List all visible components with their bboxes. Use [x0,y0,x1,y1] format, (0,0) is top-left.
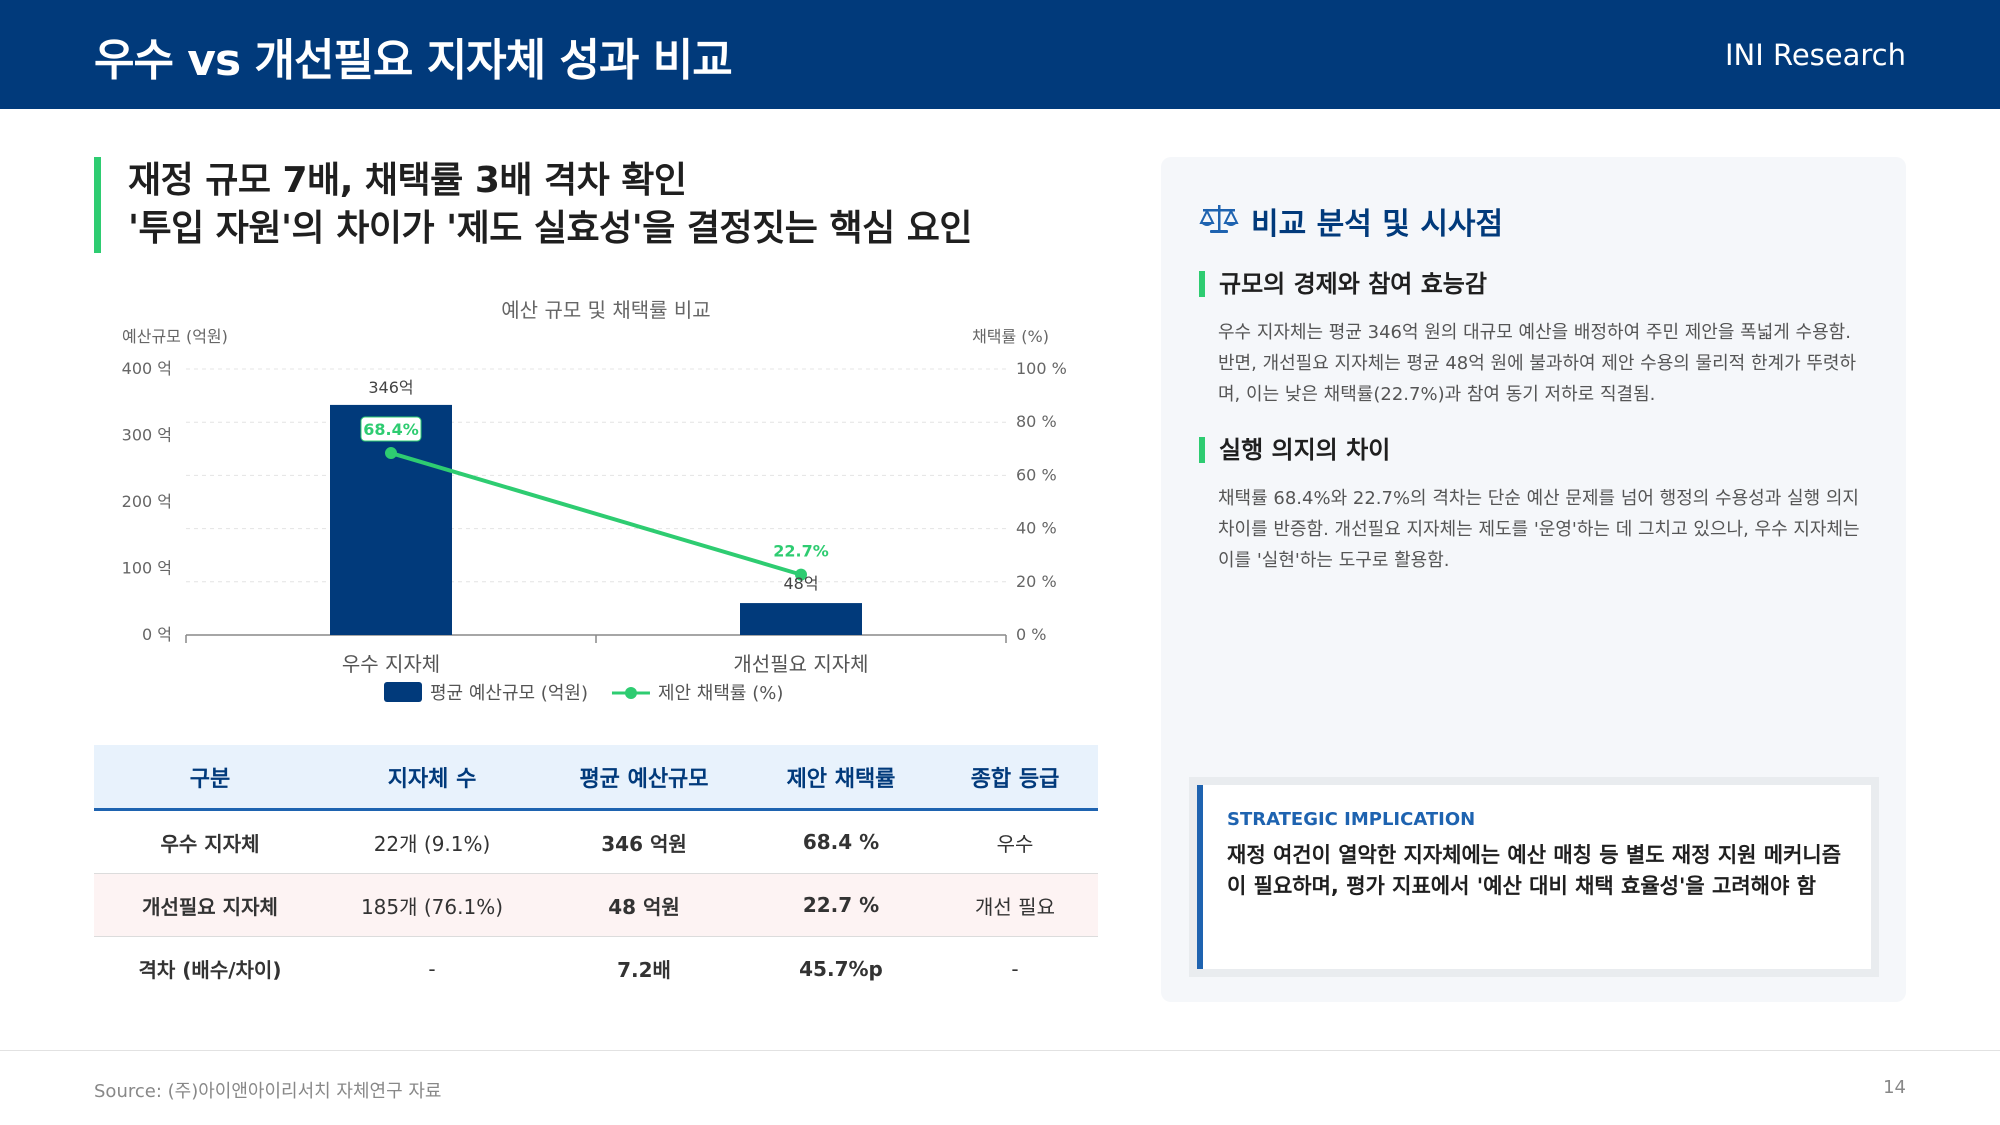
table-cell: 22.7 % [802,893,880,917]
header-bar: 우수 vs 개선필요 지자체 성과 비교 INI Research [0,0,2000,109]
table-cell: 개선필요 지자체 [142,894,278,919]
bar-0 [330,404,452,635]
adoption-rate-point-1 [795,568,807,581]
table-cell: 68.4 % [802,830,880,854]
table-header-cell: 평균 예산규모 [579,766,709,792]
table-header-cell: 구분 [189,766,231,792]
table-cell: 개선 필요 [975,894,1055,919]
headline-block: 재정 규모 7배, 채택률 3배 격차 확인 '투입 자원'의 차이가 '제도 … [94,157,1094,253]
y-axis-tick-label: 100 억 [122,559,172,578]
comparison-table: 구분 지자체 수 평균 예산규모 제안 채택률 종합 등급 우수 지자체 22개… [94,745,1098,1000]
bar-value-label-0: 346억 [368,378,413,397]
table-header-cell: 지자체 수 [387,766,477,792]
table-header-cell: 제안 채택률 [786,766,896,792]
balance-scale-icon [1199,203,1239,239]
analysis-panel: 비교 분석 및 시사점 규모의 경제와 참여 효능감 우수 지자체는 평균 34… [1161,157,1906,1002]
y2-axis-tick-label: 20 % [1016,572,1057,591]
section-body-scale: 우수 지자체는 평균 346억 원의 대규모 예산을 배정하여 주민 제안을 폭… [1218,322,1857,405]
panel-title: 비교 분석 및 시사점 [1199,199,1503,243]
legend-line-label: 제안 채택률 (%) [658,683,783,704]
table-cell: 22개 (9.1%) [373,831,491,856]
rate-label-badge-0 [360,416,422,442]
bar-1 [740,603,862,635]
table-cell: - [1011,956,1019,981]
y-axis-tick-label: 0 억 [142,625,172,644]
implication-text: 재정 여건이 열악한 지자체에는 예산 매칭 등 별도 재정 지원 메커니즘이 … [1227,843,1842,898]
chart-svg: 400 억 300 억 200 억 100 억 0 억 100 % 80 % 60 % 40 %… [122,298,1067,704]
table-header-cell: 종합 등급 [970,766,1060,792]
x-axis-category-label: 개선필요 지자체 [733,652,868,676]
table-cell: 우수 [996,831,1034,856]
adoption-rate-point-0 [385,447,397,460]
table-cell: 우수 지자체 [160,831,260,856]
y2-axis-tick-label: 0 % [1016,625,1046,644]
y2-axis-label: 채택률 (%) [972,327,1049,346]
table-cell: - [428,956,436,981]
adoption-rate-label-0: 68.4% [363,420,419,439]
table-cell: 48 억원 [608,894,680,919]
table-cell: 45.7%p [799,956,883,981]
headline-line-1: 재정 규모 7배, 채택률 3배 격차 확인 [128,160,687,201]
table-row: 격차 (배수/차이) - 7.2배 45.7%p - [94,937,1098,1000]
section-heading-scale: 규모의 경제와 참여 효능감 [1199,271,1487,297]
table-header-row: 구분 지자체 수 평균 예산규모 제안 채택률 종합 등급 [94,745,1098,811]
table-cell: 격차 (배수/차이) [138,958,282,982]
headline-line-2: '투입 자원'의 차이가 '제도 실효성'을 결정짓는 핵심 요인 [128,208,972,249]
x-axis-category-label: 우수 지자체 [342,652,440,676]
page-title: 우수 vs 개선필요 지자체 성과 비교 [94,35,733,86]
table-row: 우수 지자체 22개 (9.1%) 346 억원 68.4 % 우수 [94,811,1098,874]
y2-axis-tick-label: 80 % [1016,412,1057,431]
page-number: 14 [1883,1077,1906,1098]
y2-axis-tick-label: 60 % [1016,465,1057,484]
adoption-rate-label-1: 22.7% [773,542,829,561]
section-heading-will: 실행 의지의 차이 [1199,437,1390,463]
brand-label: INI Research [1724,38,1906,72]
y-axis-tick-label: 400 억 [122,359,172,378]
y2-axis-tick-label: 40 % [1016,519,1057,538]
y-axis-tick-label: 300 억 [122,426,172,445]
legend-line-marker [624,687,637,699]
implication-label: STRATEGIC IMPLICATION [1227,809,1476,830]
table-cell: 7.2배 [617,958,671,982]
strategic-implication-box: STRATEGIC IMPLICATION 재정 여건이 열악한 지자체에는 예… [1189,777,1879,977]
budget-adoption-chart: 400 억 300 억 200 억 100 억 0 억 100 % 80 % 60 % 40 %… [94,287,1094,717]
y2-axis-tick-label: 100 % [1016,359,1067,378]
table-row: 개선필요 지자체 185개 (76.1%) 48 억원 22.7 % 개선 필요 [94,874,1098,937]
footer-divider [0,1050,2000,1051]
table-cell: 185개 (76.1%) [360,894,504,919]
adoption-rate-line [390,451,802,577]
legend-bar-label: 평균 예산규모 (억원) [430,683,588,704]
bar-value-label-1: 48억 [783,574,818,593]
source-note: Source: (주)아이앤아이리서치 자체연구 자료 [94,1081,442,1102]
section-body-will: 채택률 68.4%와 22.7%의 격차는 단순 예산 문제를 넘어 행정의 수… [1218,488,1860,571]
y-axis-label: 예산규모 (억원) [122,327,228,346]
y-axis-tick-label: 200 억 [122,492,172,511]
legend-bar-swatch [384,682,422,702]
table-cell: 346 억원 [601,831,687,856]
chart-title: 예산 규모 및 채택률 비교 [501,298,710,322]
panel-title-text: 비교 분석 및 시사점 [1251,207,1504,242]
